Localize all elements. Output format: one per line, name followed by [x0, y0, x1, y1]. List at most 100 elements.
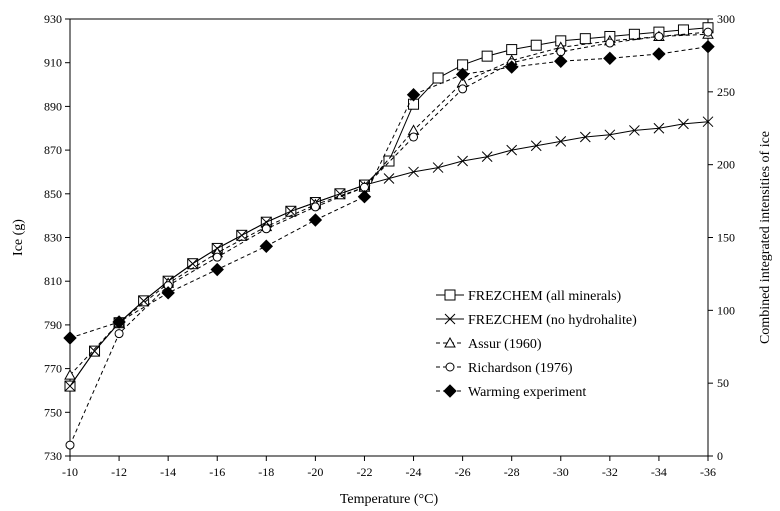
ticks-layer: -10 -12 -14 -16 -18 -20 -22 -24 -26 -28 -30 -32 -34 -… — [44, 12, 735, 479]
data-point — [112, 315, 126, 329]
x-axis-title: Temperature (°C) — [340, 492, 439, 507]
data-point — [408, 166, 419, 178]
x-tick-label: -12 — [111, 465, 127, 479]
y2-tick-label: 100 — [717, 303, 735, 317]
y2-axis-title: Combined integrated intensities of ice — [758, 131, 773, 344]
data-point — [161, 286, 175, 300]
y2-tick-label: 50 — [717, 376, 729, 390]
data-point — [457, 155, 468, 167]
data-point — [64, 380, 76, 392]
data-point — [701, 39, 715, 54]
series-4 — [63, 39, 715, 345]
data-point — [652, 47, 666, 61]
legend-item: FREZCHEM (no hydrohalite) — [436, 313, 637, 328]
data-point — [458, 84, 468, 94]
data-point — [703, 27, 713, 37]
x-tick-label: -32 — [602, 465, 618, 479]
y-tick-label: 850 — [44, 187, 62, 201]
x-tick-label: -30 — [553, 465, 569, 479]
data-point — [555, 136, 567, 147]
series-line — [69, 46, 709, 339]
x-tick-label: -10 — [62, 465, 78, 479]
legend-marker — [443, 384, 457, 398]
data-point — [357, 190, 372, 204]
y-tick-label: 910 — [44, 56, 62, 70]
data-point — [432, 162, 444, 173]
data-point — [504, 60, 519, 74]
y2-tick-label: 150 — [717, 231, 735, 245]
data-point — [210, 262, 224, 277]
legend-label: Warming experiment — [468, 385, 586, 400]
data-point — [628, 28, 640, 40]
data-point — [455, 67, 470, 82]
data-point — [310, 202, 320, 212]
y-axis-title: Ice (g) — [11, 219, 26, 256]
legend-marker — [444, 336, 456, 348]
data-point — [579, 131, 591, 143]
y-tick-label: 750 — [44, 405, 62, 419]
x-tick-label: -34 — [651, 465, 667, 479]
legend-item: Assur (1960) — [436, 336, 542, 352]
data-point — [481, 151, 493, 163]
data-point — [506, 44, 518, 56]
data-point — [653, 122, 665, 134]
legend-label: Richardson (1976) — [468, 361, 573, 376]
data-point — [285, 205, 297, 217]
data-point — [603, 51, 617, 66]
data-point — [259, 239, 274, 253]
legend-marker — [444, 313, 456, 325]
y2-tick-label: 200 — [717, 158, 735, 172]
data-point — [481, 50, 493, 62]
data-point — [432, 72, 444, 84]
series-line — [69, 31, 709, 446]
data-point — [604, 129, 616, 141]
data-point — [629, 125, 640, 136]
x-tick-label: -16 — [209, 465, 225, 479]
data-point — [64, 369, 76, 380]
legend-label: FREZCHEM (all minerals) — [468, 289, 622, 304]
x-tick-label: -20 — [307, 465, 323, 479]
y-tick-label: 790 — [44, 318, 62, 332]
x-tick-label: -18 — [258, 465, 274, 479]
data-point — [654, 31, 664, 41]
data-point — [554, 54, 568, 68]
data-point — [89, 345, 100, 357]
series-layer — [63, 22, 715, 450]
y2-tick-label: 300 — [717, 12, 735, 26]
data-point — [308, 213, 323, 227]
data-point — [63, 331, 77, 345]
x-tick-label: -26 — [455, 465, 471, 479]
data-point — [605, 38, 615, 48]
x-tick-label: -28 — [504, 465, 520, 479]
data-point — [409, 132, 419, 142]
data-point — [383, 155, 395, 167]
data-point — [530, 140, 542, 152]
data-point — [187, 258, 199, 270]
y-tick-label: 730 — [44, 449, 62, 463]
x-tick-label: -14 — [160, 465, 176, 479]
data-point — [261, 224, 271, 234]
legend-item: FREZCHEM (all minerals) — [436, 289, 622, 304]
x-tick-label: -36 — [700, 465, 716, 479]
legend-marker — [444, 289, 456, 301]
data-point — [506, 144, 518, 156]
y-tick-label: 870 — [44, 143, 62, 157]
y-tick-label: 770 — [44, 362, 62, 376]
data-point — [212, 252, 222, 262]
legend: FREZCHEM (all minerals) FREZCHEM (no hydr… — [436, 289, 637, 400]
data-point — [236, 229, 248, 241]
data-point — [383, 173, 395, 184]
data-point — [406, 88, 421, 102]
data-point — [702, 116, 714, 128]
y-tick-label: 930 — [44, 12, 62, 26]
data-point — [65, 440, 75, 450]
x-tick-label: -22 — [356, 465, 372, 479]
data-point — [114, 329, 124, 339]
legend-label: Assur (1960) — [468, 337, 542, 352]
y-tick-label: 830 — [44, 231, 62, 245]
y2-tick-label: 0 — [717, 449, 723, 463]
data-point — [579, 33, 591, 45]
data-point — [530, 39, 542, 51]
